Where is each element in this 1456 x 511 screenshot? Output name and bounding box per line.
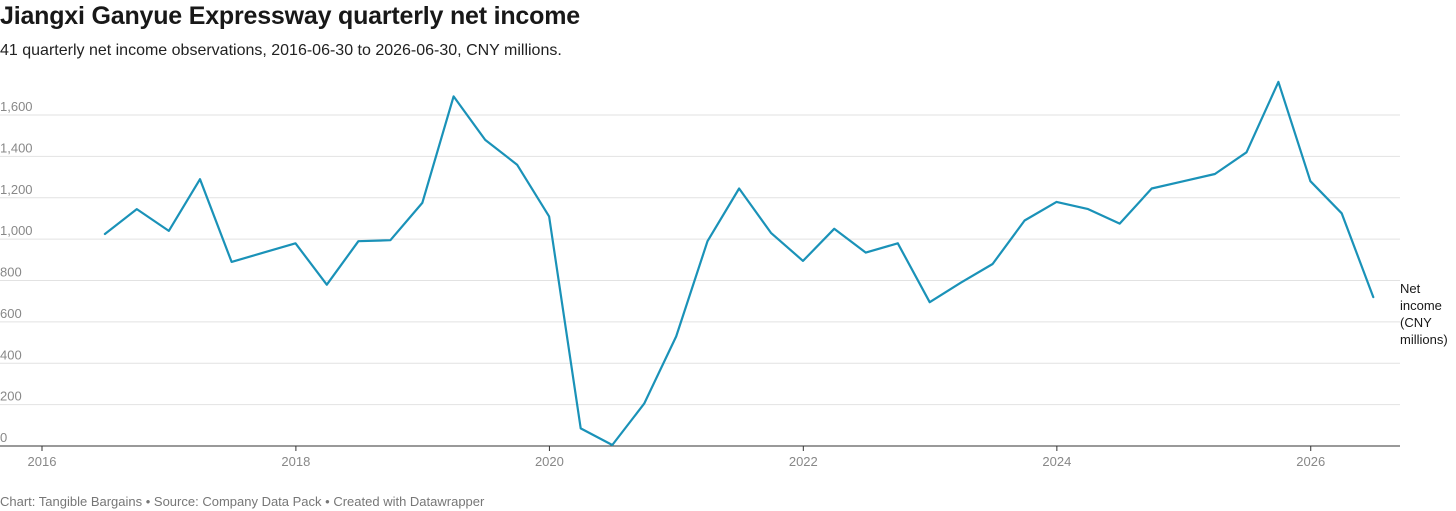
y-tick-label: 600: [0, 306, 22, 321]
data-point: [198, 177, 202, 181]
chart-subtitle: 41 quarterly net income observations, 20…: [0, 42, 562, 59]
footer-chart-by: Chart: Tangible Bargains: [0, 494, 143, 509]
data-point: [801, 259, 805, 263]
data-point: [483, 138, 487, 142]
x-tick-label: 2016: [28, 454, 57, 469]
x-tick-label: 2020: [535, 454, 564, 469]
y-axis-ticks: 0 200 400 600 800 1,000 1,200 1,400 1,600: [0, 99, 33, 445]
data-point: [262, 251, 266, 255]
x-tick-label: 2026: [1296, 454, 1325, 469]
footer-created-with: Created with Datawrapper: [333, 494, 485, 509]
data-point: [1213, 172, 1217, 176]
y-tick-label: 1,000: [0, 223, 33, 238]
data-point: [737, 187, 741, 191]
gridlines: [0, 114, 1400, 406]
data-point: [769, 231, 773, 235]
data-point: [991, 262, 995, 266]
data-point: [356, 239, 360, 243]
series-label-text: Net income (CNY millions): [1400, 281, 1448, 347]
footer-source: Source: Company Data Pack: [153, 494, 322, 509]
data-point: [706, 239, 710, 243]
y-tick-label: 0: [0, 430, 7, 445]
y-tick-label: 200: [0, 389, 22, 404]
y-tick-label: 1,600: [0, 99, 33, 114]
series-label-line: millions): [1400, 332, 1448, 347]
footer-separator: •: [321, 494, 334, 509]
series-label: Net income (CNY millions): [1400, 281, 1448, 347]
data-point: [1308, 179, 1312, 183]
x-tick-label: 2022: [789, 454, 818, 469]
data-point: [515, 163, 519, 167]
data-point: [294, 241, 298, 245]
chart-footer: Chart: Tangible Bargains • Source: Compa…: [0, 494, 484, 509]
data-point: [230, 260, 234, 264]
x-tick-label: 2018: [281, 454, 310, 469]
data-point: [1023, 219, 1027, 223]
data-point: [674, 334, 678, 338]
y-tick-label: 1,400: [0, 140, 33, 155]
series-label-line: income: [1400, 298, 1442, 313]
data-point: [832, 227, 836, 231]
x-axis-ticks: 2016 2018 2020 2022 2024 2026: [28, 446, 1325, 469]
data-point: [1055, 200, 1059, 204]
data-point: [452, 94, 456, 98]
data-point: [325, 283, 329, 287]
series-label-line: Net: [1400, 281, 1421, 296]
data-point: [610, 443, 614, 447]
x-tick-label: 2024: [1042, 454, 1071, 469]
y-tick-label: 800: [0, 265, 22, 280]
data-point: [959, 281, 963, 285]
data-point: [1150, 187, 1154, 191]
data-point: [896, 241, 900, 245]
data-point: [1086, 207, 1090, 211]
data-point: [1340, 211, 1344, 215]
data-point: [1371, 295, 1375, 299]
data-point: [420, 201, 424, 205]
y-tick-label: 400: [0, 347, 22, 362]
data-point: [103, 232, 107, 236]
data-point: [547, 214, 551, 218]
data-point: [642, 402, 646, 406]
chart-title: Jiangxi Ganyue Expressway quarterly net …: [0, 2, 580, 30]
data-point: [167, 229, 171, 233]
data-point: [928, 300, 932, 304]
series-line: [103, 80, 1375, 447]
series-label-line: (CNY: [1400, 315, 1432, 330]
data-point: [1245, 150, 1249, 154]
data-point: [388, 238, 392, 242]
data-point: [579, 426, 583, 430]
series-layer: [103, 80, 1375, 447]
data-point: [135, 207, 139, 211]
data-point: [1182, 179, 1186, 183]
data-point: [1118, 222, 1122, 226]
data-point: [1276, 80, 1280, 84]
data-point: [864, 251, 868, 255]
y-tick-label: 1,200: [0, 182, 33, 197]
footer-separator: •: [142, 494, 154, 509]
